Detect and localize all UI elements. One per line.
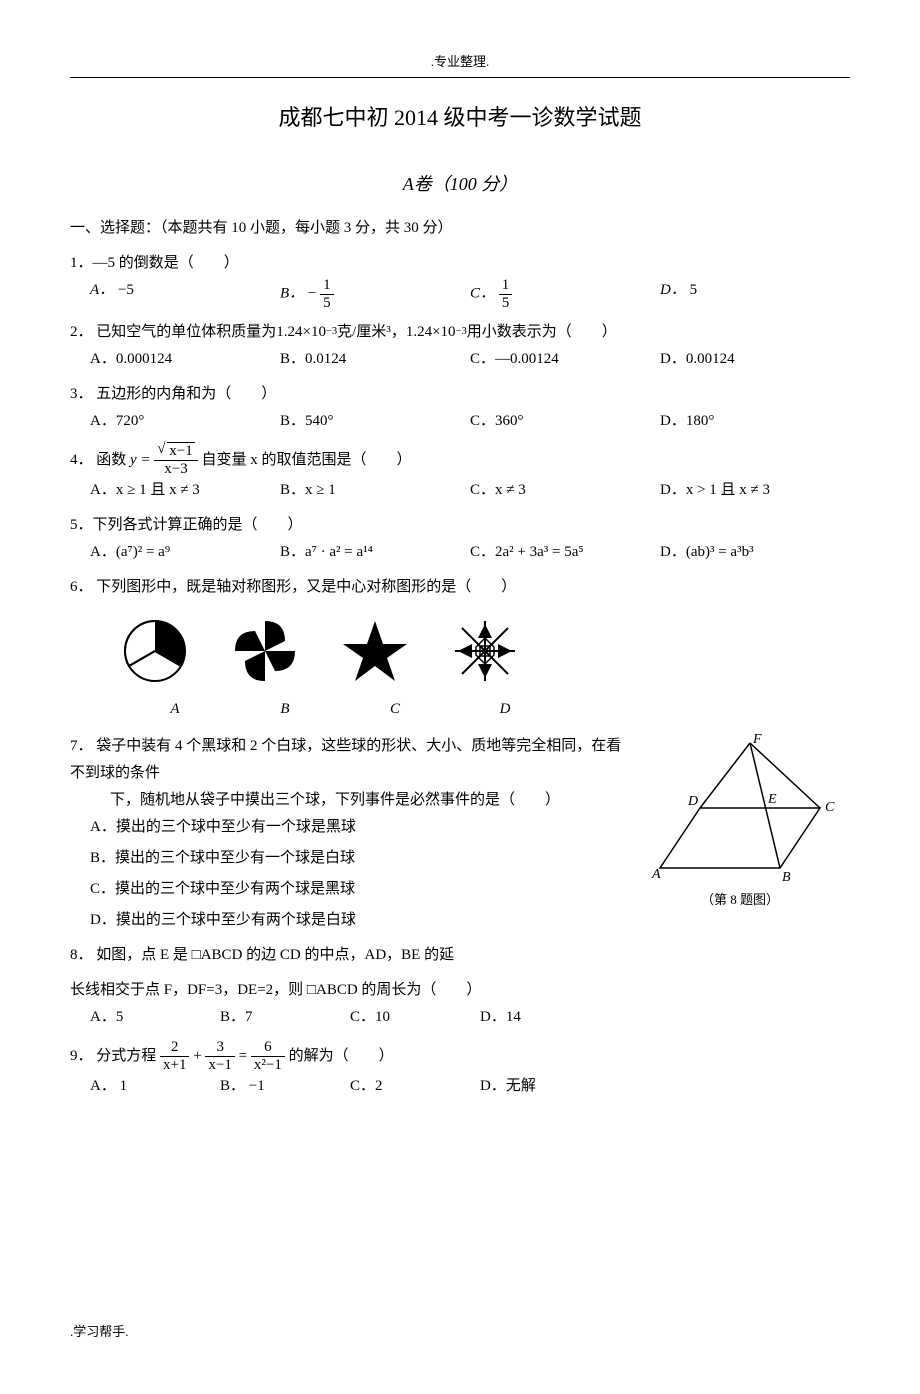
q6-label-d: D (450, 696, 560, 723)
q2-option-a: A．0.000124 (90, 346, 280, 373)
question-7: 7． 袋子中装有 4 个黑球和 2 个白球，这些球的形状、大小、质地等完全相同，… (70, 733, 630, 934)
q8-caption: （第 8 题图） (630, 888, 850, 911)
paper-section-label: A卷（100 分） (70, 168, 850, 200)
pt-c: C (825, 800, 835, 815)
q3-option-a: A．720° (90, 408, 280, 435)
q1-option-c: C． 1 5 (470, 277, 660, 311)
q6-figure-b (230, 616, 300, 686)
question-9: 9． 分式方程 2 x+1 + 3 x−1 = 6 x²−1 的解为（ ） A．… (70, 1039, 850, 1100)
q8-option-b: B．7 (220, 1004, 350, 1031)
pt-b: B (782, 870, 791, 883)
q6-label-a: A (120, 696, 230, 723)
q6-labels: A B C D (70, 696, 850, 723)
q6-label-b: B (230, 696, 340, 723)
page-title: 成都七中初 2014 级中考一诊数学试题 (70, 98, 850, 138)
q8-stem-1: 8． 如图，点 E 是 □ABCD 的边 CD 的中点，AD，BE 的延 (70, 942, 630, 969)
q6-figure-c (340, 616, 410, 686)
question-8: 8． 如图，点 E 是 □ABCD 的边 CD 的中点，AD，BE 的延 (70, 942, 630, 969)
q7-option-d: D．摸出的三个球中至少有两个球是白球 (70, 907, 630, 934)
question-5: 5．下列各式计算正确的是（ ） A．(a⁷)² = a⁹ B．a⁷ · a² =… (70, 512, 850, 566)
question-2: 2． 已知空气的单位体积质量为 1.24×10−3 克/厘米³， 1.24×10… (70, 319, 850, 373)
q8-figure: A B C D E F （第 8 题图） (630, 733, 850, 911)
header-label: .专业整理. (70, 50, 850, 73)
q6-figure-a (120, 616, 190, 686)
q1-stem: 1．—5 的倒数是（ ） (70, 250, 850, 277)
q5-option-c: C．2a² + 3a³ = 5a⁵ (470, 539, 660, 566)
q3-stem: 3． 五边形的内角和为（ ） (70, 381, 850, 408)
q6-figures (70, 616, 850, 686)
q5-stem: 5．下列各式计算正确的是（ ） (70, 512, 850, 539)
q9-option-a: A． 1 (90, 1073, 220, 1100)
q4-stem: 4． 函数 y = x−1 x−3 自变量 x 的取值范围是（ ） (70, 443, 850, 477)
question-8-cont: 长线相交于点 F，DF=3，DE=2，则 □ABCD 的周长为（ ） A．5 B… (70, 977, 850, 1031)
q9-option-c: C．2 (350, 1073, 480, 1100)
question-4: 4． 函数 y = x−1 x−3 自变量 x 的取值范围是（ ） A．x ≥ … (70, 443, 850, 504)
section-header: 一、选择题：（本题共有 10 小题，每小题 3 分，共 30 分） (70, 215, 850, 242)
q5-option-b: B．a⁷ · a² = a¹⁴ (280, 539, 470, 566)
question-1: 1．—5 的倒数是（ ） A． −5 B． − 1 5 C． 1 5 D． 5 (70, 250, 850, 311)
q7-option-b: B．摸出的三个球中至少有一个球是白球 (70, 845, 630, 872)
q9-option-b: B． −1 (220, 1073, 350, 1100)
q1-option-d: D． 5 (660, 277, 850, 311)
q2-stem: 2． 已知空气的单位体积质量为 1.24×10−3 克/厘米³， 1.24×10… (70, 319, 850, 346)
q4-option-a: A．x ≥ 1 且 x ≠ 3 (90, 477, 280, 504)
q7-option-c: C．摸出的三个球中至少有两个球是黑球 (70, 876, 630, 903)
q2-option-b: B．0.0124 (280, 346, 470, 373)
q6-label-c: C (340, 696, 450, 723)
fraction: 1 5 (320, 277, 334, 311)
q2-option-d: D．0.00124 (660, 346, 850, 373)
q3-option-c: C．360° (470, 408, 660, 435)
q4-option-b: B．x ≥ 1 (280, 477, 470, 504)
q6-figure-d (450, 616, 520, 686)
q2-option-c: C．—0.00124 (470, 346, 660, 373)
q8-stem-2: 长线相交于点 F，DF=3，DE=2，则 □ABCD 的周长为（ ） (70, 977, 850, 1004)
q5-option-d: D．(ab)³ = a³b³ (660, 539, 850, 566)
q6-stem: 6． 下列图形中，既是轴对称图形，又是中心对称图形的是（ ） (70, 574, 850, 601)
q3-option-d: D．180° (660, 408, 850, 435)
footer-label: .学习帮手. (70, 1320, 850, 1343)
q9-stem: 9． 分式方程 2 x+1 + 3 x−1 = 6 x²−1 的解为（ ） (70, 1039, 850, 1073)
q1-option-a: A． −5 (90, 277, 280, 311)
fraction: 6 x²−1 (251, 1039, 285, 1073)
q7-option-a: A．摸出的三个球中至少有一个球是黑球 (70, 814, 630, 841)
q3-option-b: B．540° (280, 408, 470, 435)
q4-option-c: C．x ≠ 3 (470, 477, 660, 504)
q7-stem-1: 7． 袋子中装有 4 个黑球和 2 个白球，这些球的形状、大小、质地等完全相同，… (70, 733, 630, 787)
subtitle-letter: A (403, 174, 414, 194)
subtitle-text: 卷（100 分） (414, 174, 518, 194)
q7-stem-2: 下，随机地从袋子中摸出三个球，下列事件是必然事件的是（ ） (70, 787, 630, 814)
fraction: 1 5 (499, 277, 513, 311)
q9-option-d: D．无解 (480, 1073, 610, 1100)
pt-a: A (651, 867, 661, 882)
sqrt-icon: x−1 (157, 443, 194, 460)
q5-option-a: A．(a⁷)² = a⁹ (90, 539, 280, 566)
fraction: 3 x−1 (205, 1039, 234, 1073)
question-6: 6． 下列图形中，既是轴对称图形，又是中心对称图形的是（ ） (70, 574, 850, 723)
q8-option-a: A．5 (90, 1004, 220, 1031)
q1-option-b: B． − 1 5 (280, 277, 470, 311)
fraction: 2 x+1 (160, 1039, 189, 1073)
fraction: x−1 x−3 (154, 443, 197, 477)
q8-option-c: C．10 (350, 1004, 480, 1031)
header-rule (70, 77, 850, 78)
question-3: 3． 五边形的内角和为（ ） A．720° B．540° C．360° D．18… (70, 381, 850, 435)
q8-option-d: D．14 (480, 1004, 610, 1031)
q4-option-d: D．x > 1 且 x ≠ 3 (660, 477, 850, 504)
pt-d: D (687, 794, 698, 809)
pt-f: F (752, 733, 762, 747)
pt-e: E (767, 792, 777, 807)
